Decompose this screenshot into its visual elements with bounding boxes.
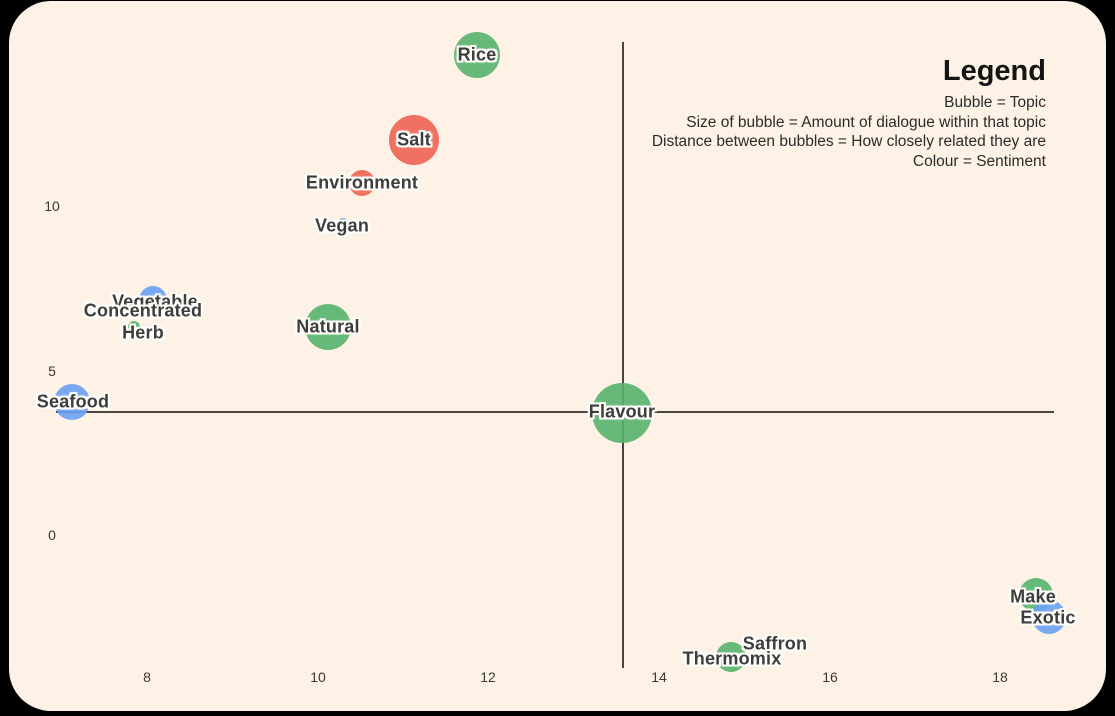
bubble-label-natural: Natural <box>296 316 360 337</box>
bubble-seafood[interactable] <box>54 384 90 420</box>
legend-title: Legend <box>942 55 1046 87</box>
bubble-label-flavour: Flavour <box>588 401 656 422</box>
bubble-label-salt: Salt <box>397 129 431 150</box>
bubble-vegetable[interactable] <box>139 286 167 314</box>
x-tick-16: 16 <box>822 669 838 685</box>
bubble-salt[interactable] <box>389 115 439 165</box>
y-tick-10: 10 <box>44 198 60 214</box>
legend-line-distance: Distance between bubbles = How closely r… <box>651 133 1046 150</box>
bubble-label-environment: Environment <box>305 172 419 193</box>
chart-legend: Legend Bubble = Topic Size of bubble = A… <box>652 55 1046 171</box>
bubble-label-thermomix: Thermomix <box>682 648 782 669</box>
bubble-label-make: Make <box>1010 586 1056 607</box>
bubble-natural[interactable] <box>305 304 351 350</box>
bubble-label-rice: Rice <box>457 44 497 65</box>
x-tick-12: 12 <box>480 669 496 685</box>
bubble-thermomix[interactable] <box>716 642 746 672</box>
bubble-label-saffron: Saffron <box>742 633 808 654</box>
x-axis-line <box>56 411 1054 413</box>
bubble-herb[interactable] <box>128 321 140 333</box>
x-tick-14: 14 <box>651 669 667 685</box>
bubble-exotic[interactable] <box>1032 600 1066 634</box>
legend-line-colour: Colour = Sentiment <box>912 152 1046 170</box>
y-axis-line <box>622 42 624 668</box>
bubble-environment[interactable] <box>349 170 375 196</box>
y-tick-0: 0 <box>48 527 56 543</box>
bubble-label-exotic: Exotic <box>1020 607 1076 628</box>
legend-line-bubble: Bubble = Topic <box>944 94 1046 111</box>
bubble-label-herb: Herb <box>122 322 164 343</box>
x-tick-10: 10 <box>310 669 326 685</box>
bubble-label-vegetable: Vegetable <box>112 291 198 312</box>
legend-line-size: Size of bubble = Amount of dialogue with… <box>686 113 1046 131</box>
x-tick-18: 18 <box>992 669 1008 685</box>
bubble-flavour[interactable] <box>592 383 652 443</box>
bubble-chart-canvas: Rice Salt Environment Vegan Vegetable Concent… <box>9 1 1106 711</box>
bubble-label-seafood: Seafood <box>36 391 110 412</box>
bubble-label-vegan: Vegan <box>314 215 370 236</box>
bubble-label-concentrated: Concentrated <box>83 300 203 321</box>
bubble-vegan[interactable] <box>337 218 349 230</box>
bubble-rice[interactable] <box>454 32 500 78</box>
y-tick-5: 5 <box>48 363 56 379</box>
x-tick-8: 8 <box>143 669 151 685</box>
